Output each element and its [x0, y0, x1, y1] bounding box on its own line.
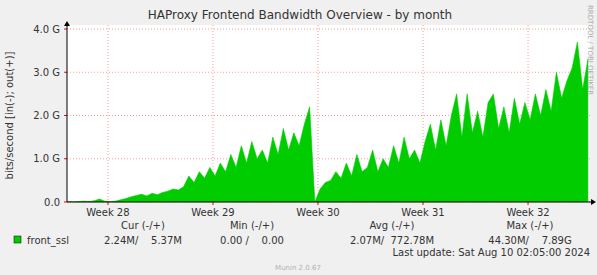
y-tick-label: 3.0 G [33, 67, 60, 78]
y-grid-line [67, 72, 590, 73]
x-tick-label: Week 31 [401, 207, 444, 218]
y-grid-line [67, 29, 590, 30]
legend-column: Avg (-/+) [370, 220, 415, 231]
x-grid-line [317, 25, 318, 202]
credit: Munin 2.0.67 [275, 264, 321, 272]
legend-value: 2.24M/ 5.37M [104, 235, 182, 246]
x-axis [67, 202, 592, 203]
legend-swatch [14, 236, 21, 243]
y-tick-label: 0.0 [44, 197, 60, 208]
background [0, 0, 597, 275]
y-tick-label: 2.0 G [33, 110, 60, 121]
x-tick-label: Week 32 [506, 207, 549, 218]
x-tick-label: Week 30 [296, 207, 339, 218]
legend-value: 2.07M/ 772.78M [350, 235, 434, 246]
y-axis-arrow [64, 21, 70, 26]
data-group [68, 42, 588, 202]
y-tick-label: 1.0 G [33, 153, 60, 164]
plot-background [67, 25, 590, 202]
legend-column: Cur (-/+) [121, 220, 165, 231]
chart: 0.0 1.0 G 2.0 G 3.0 G 4.0 G Week 28 Week 29 Wee… [0, 0, 597, 275]
legend-column: Max (-/+) [506, 220, 553, 231]
legend-column: Min (-/+) [230, 220, 274, 231]
x-tick-label: Week 29 [191, 207, 234, 218]
footer: Last update: Sat Aug 10 02:05:00 2024 [392, 247, 590, 258]
watermark: RRDTOOL / TOBI OETIKER [586, 5, 594, 95]
x-grid-line [107, 25, 108, 202]
x-tick-label: Week 28 [86, 207, 129, 218]
title: HAProxy Frontend Bandwidth Overview - by… [148, 8, 452, 22]
legend-value: 0.00 / 0.00 [220, 235, 284, 246]
y-axis-label: bits/second [in(-); out(+)] [4, 51, 15, 179]
x-axis-arrow [591, 199, 596, 205]
legend-value: 44.30M/ 7.89G [488, 235, 571, 246]
legend-label: front_ssl [27, 235, 69, 247]
area [68, 42, 588, 202]
y-axis [67, 25, 68, 202]
y-tick-label: 4.0 G [33, 24, 60, 35]
